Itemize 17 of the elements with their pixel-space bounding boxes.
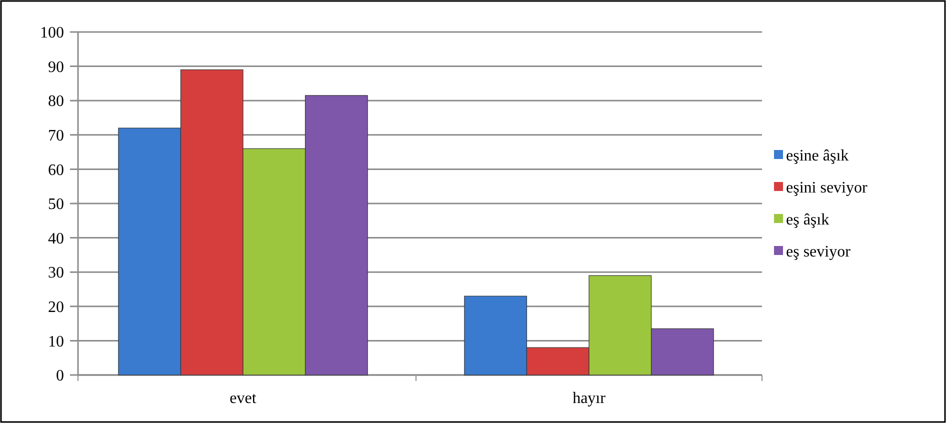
legend-label: eş seviyor [786,244,852,261]
legend-label: eş âşık [786,212,830,229]
y-tick-label: 70 [48,128,64,144]
y-tick-label: 30 [48,264,64,282]
y-tick-label: 10 [48,333,64,350]
legend-label: eşini seviyor [786,180,868,197]
x-tick-label: hayır [572,390,606,407]
y-tick-label: 50 [48,196,64,214]
y-tick-label: 20 [48,299,64,316]
y-tick-label: 40 [48,230,64,248]
y-tick-label: 80 [48,93,64,110]
y-tick-label: 100 [40,24,64,42]
y-tick-label: 60 [48,162,64,179]
legend-label: eşine âşık [786,148,849,165]
x-tick-label: evet [230,390,257,407]
y-tick-label: 0 [56,368,64,385]
y-tick-label: 90 [48,58,64,76]
